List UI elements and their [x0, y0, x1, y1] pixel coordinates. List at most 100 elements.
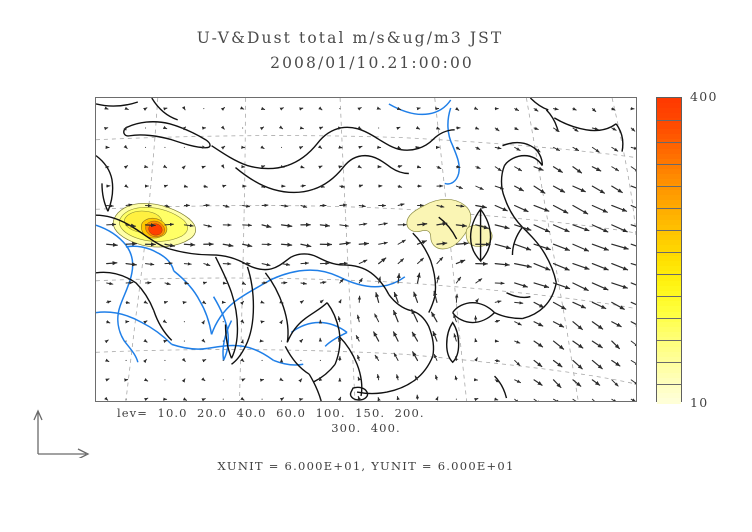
wind-vector-arrow [125, 241, 138, 246]
wind-vector-calm [222, 340, 224, 342]
wind-vector-arrow [553, 146, 560, 152]
wind-vector-arrow [181, 126, 187, 131]
wind-vector-arrow [494, 224, 510, 230]
wind-vector-arrow [533, 224, 551, 233]
wind-vector-arrow [242, 204, 251, 208]
wind-vector-arrow [357, 126, 362, 130]
wind-vector-arrow [591, 263, 609, 271]
wind-vector-arrow [455, 107, 460, 111]
wind-vector-arrow [201, 398, 206, 401]
colorbar-segment [657, 270, 681, 277]
wind-vector-arrow [630, 340, 636, 347]
colorbar-tick [657, 230, 681, 231]
wind-vector-arrow [436, 165, 442, 170]
colorbar-max-label: 400 [690, 89, 718, 104]
wind-vector-arrow [455, 204, 465, 208]
wind-vector-calm [125, 398, 127, 400]
wind-vector-arrow [397, 239, 406, 245]
colorbar-segment [657, 123, 681, 130]
wind-vector-arrow [611, 185, 623, 194]
wind-vector-arrow [533, 243, 551, 251]
wind-vector-arrow [572, 359, 583, 370]
wind-vector-arrow [376, 106, 381, 110]
wind-vector-arrow [162, 319, 167, 324]
colorbar-tick [657, 384, 681, 385]
wind-vector-arrow [105, 378, 110, 382]
wind-vector-arrow [533, 263, 551, 271]
wind-vector-arrow [533, 107, 539, 112]
wind-vector-arrow [358, 184, 363, 188]
colorbar-segment [657, 153, 681, 160]
wind-vector-arrow [106, 242, 118, 247]
page-title: U-V&Dust total m/s&ug/m3 JST [196, 29, 504, 47]
wind-vector-arrow [319, 223, 331, 228]
wind-vector-calm [125, 359, 127, 362]
wind-vector-arrow [591, 166, 602, 172]
wind-vector-arrow [317, 144, 323, 149]
wind-vector-arrow [339, 223, 349, 228]
wind-vector-arrow [183, 223, 194, 228]
wind-vector-arrow [358, 145, 363, 150]
wind-vector-arrow [181, 357, 186, 362]
wind-vector-arrow [533, 185, 546, 194]
colorbar-segment [657, 397, 681, 404]
wind-vector-arrow [514, 301, 524, 305]
wind-vector-arrow [393, 291, 399, 303]
wind-vector-arrow [630, 398, 636, 401]
wind-vector-arrow [125, 203, 133, 207]
wind-vector-arrow [611, 224, 628, 233]
wind-vector-calm [222, 321, 224, 323]
wind-vector-arrow [572, 204, 589, 215]
wind-vector-arrow [222, 204, 230, 208]
wind-vector-arrow [222, 281, 227, 285]
wind-vector-arrow [222, 184, 227, 188]
wind-vector-arrow [358, 204, 366, 208]
wind-vector-arrow [434, 374, 439, 381]
wind-vector-arrow [533, 321, 544, 327]
wind-vector-arrow [260, 165, 266, 169]
colorbar-segment [657, 103, 681, 110]
wind-vector-calm [280, 146, 283, 148]
wind-vector-arrow [514, 340, 521, 344]
colorbar-tick [657, 274, 681, 275]
wind-vector-arrow [298, 146, 304, 150]
wind-vector-arrow [611, 379, 619, 387]
wind-vector-arrow [202, 359, 207, 363]
wind-vector-arrow [611, 282, 628, 289]
wind-vector-arrow [106, 300, 112, 304]
wind-vector-arrow [392, 331, 399, 342]
wind-vector-arrow [222, 243, 234, 248]
wind-vector-arrow [357, 354, 361, 361]
wind-vector-calm [164, 146, 166, 148]
wind-vector-arrow [242, 243, 253, 248]
wind-vector-arrow [163, 339, 168, 344]
colorbar-segment [657, 281, 681, 287]
colorbar-segment [657, 387, 681, 394]
colorbar: 400 10 [656, 89, 716, 410]
wind-vector-arrow [553, 107, 559, 111]
wind-vector-arrow [630, 359, 636, 366]
wind-vector-arrow [630, 146, 636, 150]
colorbar-segment [657, 159, 681, 165]
wind-vector-arrow [533, 282, 550, 289]
colorbar-segment [657, 336, 681, 343]
colorbar-segment [657, 179, 681, 186]
wind-vector-arrow [436, 204, 445, 208]
colorbar-segment [657, 220, 681, 226]
wind-vector-calm [164, 379, 166, 381]
colorbar-segment [657, 352, 681, 359]
wind-vector-arrow [106, 320, 111, 324]
colorbar-tick [657, 318, 681, 319]
colorbar-segment [657, 321, 681, 328]
wind-vector-arrow [572, 127, 579, 132]
wind-vector-arrow [145, 262, 155, 266]
wind-vector-arrow [611, 398, 617, 401]
wind-vector-arrow [143, 320, 148, 324]
wind-vector-arrow [494, 127, 500, 132]
wind-vector-arrow [162, 164, 168, 169]
wind-vector-arrow [181, 378, 186, 383]
wind-vector-arrow [318, 376, 323, 382]
wind-vector-arrow [413, 291, 419, 303]
vector-reference-axes [28, 404, 94, 460]
wind-vector-arrow [201, 338, 206, 343]
